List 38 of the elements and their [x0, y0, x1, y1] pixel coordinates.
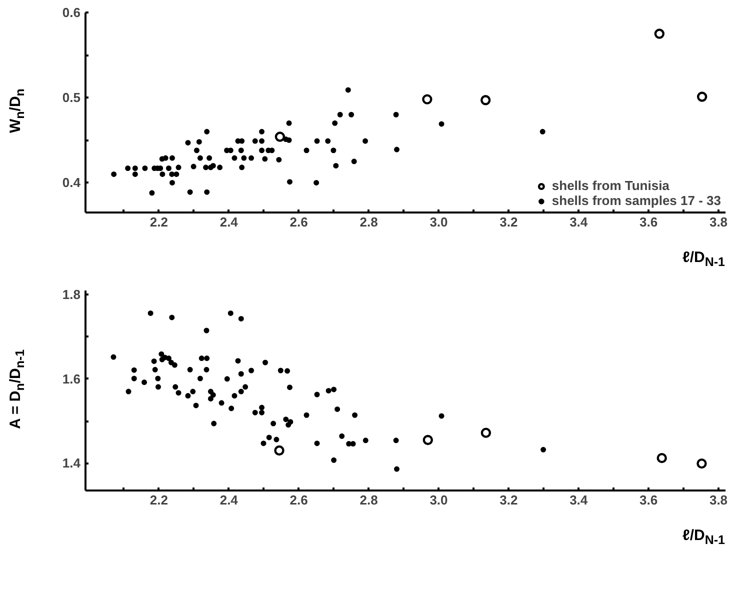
x-tick-label: 2.4 [220, 492, 239, 508]
point [480, 428, 492, 438]
x-tick-label: 2.6 [290, 492, 308, 508]
point [274, 445, 284, 456]
x-tick-label: 3.2 [500, 492, 518, 508]
point [696, 458, 707, 469]
point [696, 92, 708, 102]
x-tick-label: 3.8 [709, 492, 728, 508]
point [422, 94, 432, 104]
y-tick-label: 1.6 [62, 371, 81, 386]
x-tick-label: 2.8 [360, 492, 378, 508]
x-tick-label: 2.2 [150, 214, 168, 230]
y-tick-label: 0.6 [62, 5, 81, 20]
point [654, 28, 664, 39]
x-tick-label: 3.0 [430, 214, 448, 230]
legend-label: shells from Tunisia [552, 178, 670, 193]
x-tick-label: 2.8 [360, 214, 378, 230]
x-tick-label: 3.8 [709, 214, 728, 230]
legend-label: shells from samples 17 - 33 [552, 193, 721, 208]
point [656, 452, 667, 464]
y-tick-label: 0.5 [62, 90, 81, 106]
x-tick-label: 2.4 [220, 214, 239, 230]
point [422, 434, 433, 446]
x-tick-label: 2.6 [290, 214, 308, 230]
y-tick-label: 0.4 [62, 175, 82, 190]
x-tick-label: 3.6 [640, 492, 658, 508]
x-axis-title: ℓ/D$_{N-1}$ [682, 526, 725, 549]
x-tick-label: 3.6 [640, 214, 658, 230]
x-tick-label: 3.2 [500, 214, 518, 230]
y-tick-label: 1.4 [62, 456, 82, 471]
x-tick-label: 2.2 [150, 492, 168, 508]
point [274, 132, 286, 142]
x-axis-title: ℓ/D$_{N-1}$ [682, 248, 725, 271]
x-tick-label: 3.4 [570, 492, 588, 508]
x-tick-label: 3.4 [570, 214, 588, 230]
point [480, 95, 491, 106]
x-tick-label: 3.0 [430, 492, 448, 508]
y-tick-label: 1.8 [62, 287, 81, 302]
